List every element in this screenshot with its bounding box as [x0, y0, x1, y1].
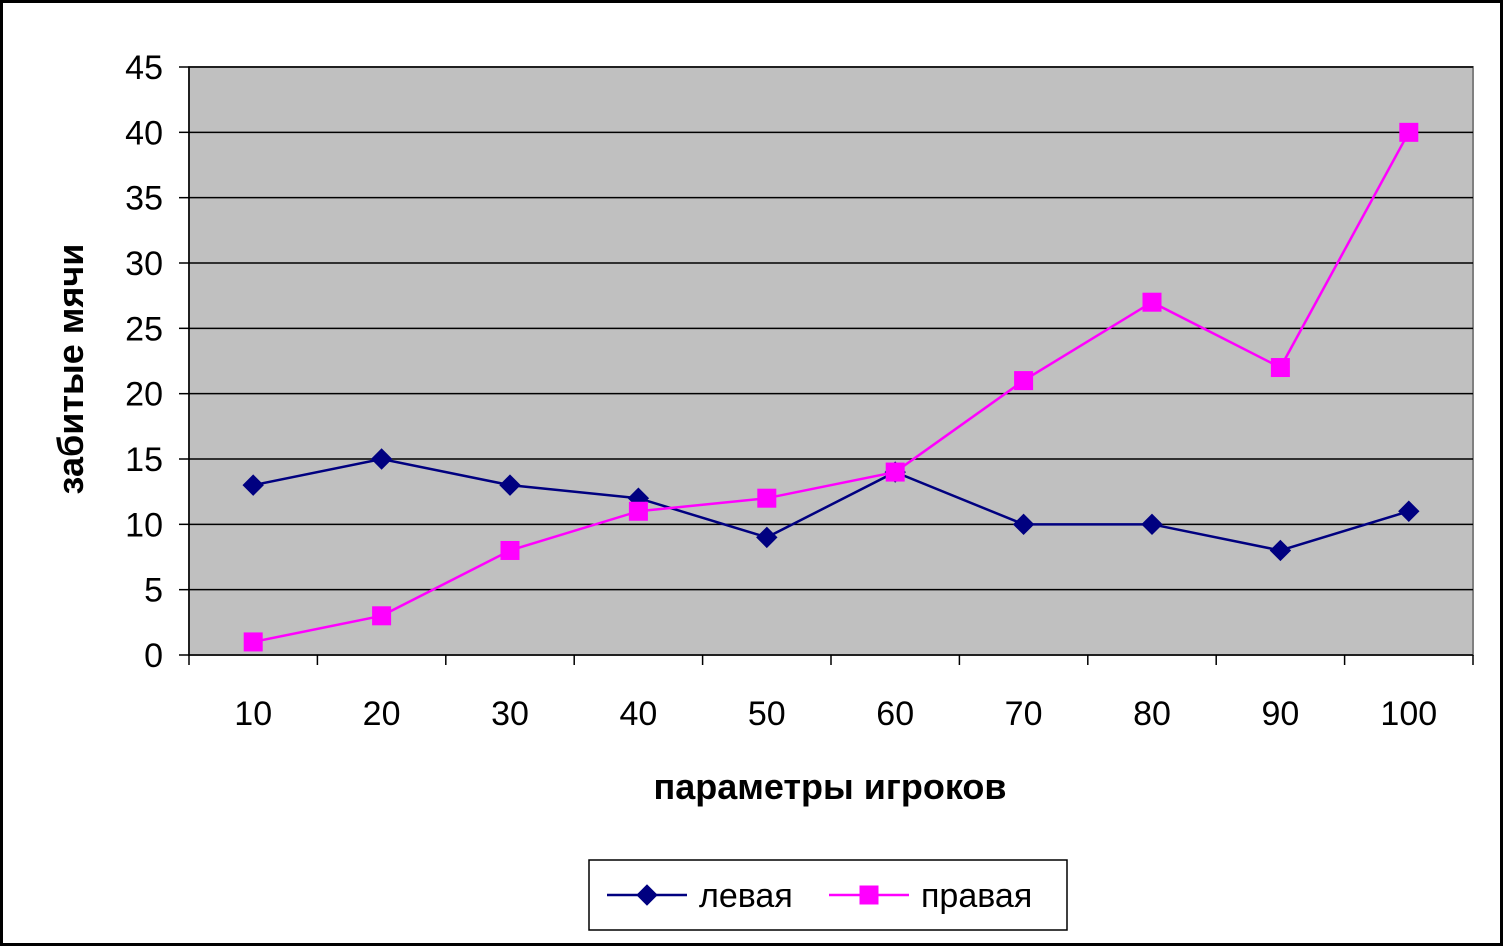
- plot-area: [188, 66, 1474, 656]
- y-tick-label: 20: [125, 376, 163, 414]
- data-point-marker: [756, 526, 778, 549]
- data-point-marker: [1142, 292, 1162, 312]
- legend: левая правая: [588, 859, 1068, 931]
- y-tick-label: 40: [125, 114, 163, 152]
- series-2: [243, 122, 1419, 652]
- legend-marker: [636, 884, 658, 906]
- data-point-marker: [370, 448, 393, 470]
- y-tick-label: 30: [125, 245, 163, 283]
- x-tick-label: 20: [363, 695, 401, 733]
- data-point-marker: [628, 501, 648, 521]
- x-tick-label: 40: [619, 695, 657, 733]
- gridlines: [189, 66, 1473, 591]
- x-tick-label: 80: [1133, 695, 1171, 733]
- data-point-marker: [1398, 500, 1420, 522]
- data-point-marker: [243, 632, 263, 652]
- x-tick-label: 10: [234, 695, 272, 733]
- series-line: [252, 457, 1410, 552]
- legend-item: правая: [829, 877, 1032, 915]
- y-tick-label: 15: [125, 441, 163, 479]
- x-axis-title: параметры игроков: [653, 766, 1006, 807]
- data-point-marker: [1269, 539, 1292, 562]
- data-point-marker: [500, 540, 520, 560]
- data-point-marker: [1399, 122, 1419, 142]
- x-tick-label: 50: [748, 695, 786, 733]
- series-line: [252, 131, 1410, 644]
- x-tick-label: 100: [1380, 695, 1437, 733]
- y-tick-label: 0: [144, 637, 163, 675]
- x-tick-label: 30: [491, 695, 529, 733]
- data-point-marker: [1141, 513, 1163, 536]
- x-tick-label: 60: [876, 695, 914, 733]
- y-tick-label: 45: [125, 49, 163, 87]
- y-axis-title: забитые мячи: [50, 244, 91, 495]
- data-point-marker: [242, 474, 264, 496]
- y-tick-label: 25: [125, 310, 163, 348]
- data-point-marker: [1012, 513, 1035, 536]
- y-tick-label: 10: [125, 506, 163, 544]
- legend-marker: [859, 885, 879, 905]
- legend-label: левая: [699, 877, 793, 915]
- legend-item: левая: [607, 877, 793, 915]
- data-point-marker: [1014, 371, 1034, 391]
- data-point-marker: [372, 606, 392, 626]
- data-point-marker: [1270, 358, 1290, 378]
- data-point-marker: [757, 488, 777, 508]
- x-tick-label: 70: [1005, 695, 1043, 733]
- axes: 0 5 10 15 20 25 30 35 40 45 10 20 30 40 50 60 70 80 90 100: [125, 49, 1474, 733]
- y-tick-label: 5: [144, 572, 163, 610]
- series-lines: [242, 122, 1420, 652]
- y-tick-label: 35: [125, 180, 163, 218]
- data-point-marker: [885, 462, 905, 482]
- x-tick-label: 90: [1261, 695, 1299, 733]
- legend-label: правая: [921, 877, 1032, 915]
- data-point-marker: [499, 474, 521, 496]
